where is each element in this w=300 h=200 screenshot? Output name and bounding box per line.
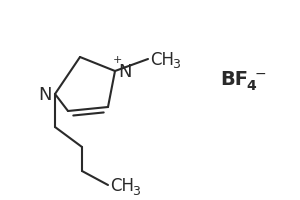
Text: 3: 3 xyxy=(172,58,180,71)
Text: N: N xyxy=(118,63,131,81)
Text: 3: 3 xyxy=(132,185,140,198)
Text: −: − xyxy=(255,67,267,81)
Text: CH: CH xyxy=(150,51,174,69)
Text: BF: BF xyxy=(220,70,248,89)
Text: CH: CH xyxy=(110,176,134,194)
Text: N: N xyxy=(38,86,52,103)
Text: +: + xyxy=(113,55,122,65)
Text: 4: 4 xyxy=(246,79,256,93)
